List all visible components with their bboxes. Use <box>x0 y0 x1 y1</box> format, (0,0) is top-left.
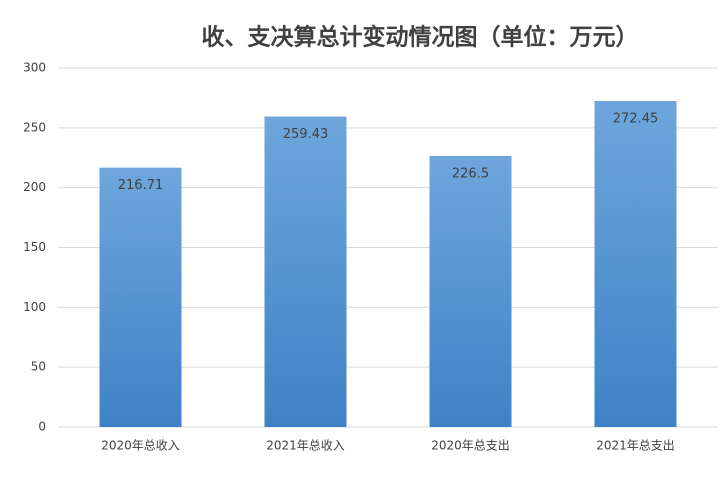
x-tick-label: 2021年总收入 <box>266 439 345 453</box>
x-tick-label: 2020年总收入 <box>101 439 180 453</box>
y-tick-label: 100 <box>23 300 46 314</box>
y-tick-label: 0 <box>38 420 46 434</box>
chart-title: 收、支决算总计变动情况图（单位：万元） <box>202 24 639 51</box>
y-tick-label: 200 <box>23 180 46 194</box>
y-tick-label: 300 <box>23 61 46 75</box>
y-tick-label: 50 <box>31 360 46 374</box>
bar <box>429 155 512 427</box>
y-tick-label: 150 <box>23 240 46 254</box>
bar <box>594 100 677 427</box>
bar <box>264 116 347 427</box>
x-tick-label: 2021年总支出 <box>596 439 675 453</box>
data-label: 216.71 <box>118 178 164 193</box>
x-tick-label: 2020年总支出 <box>431 439 510 453</box>
y-tick-label: 250 <box>23 120 46 134</box>
data-label: 259.43 <box>283 127 329 142</box>
data-label: 272.45 <box>613 111 659 126</box>
bar <box>99 167 182 428</box>
data-label: 226.5 <box>452 166 489 181</box>
